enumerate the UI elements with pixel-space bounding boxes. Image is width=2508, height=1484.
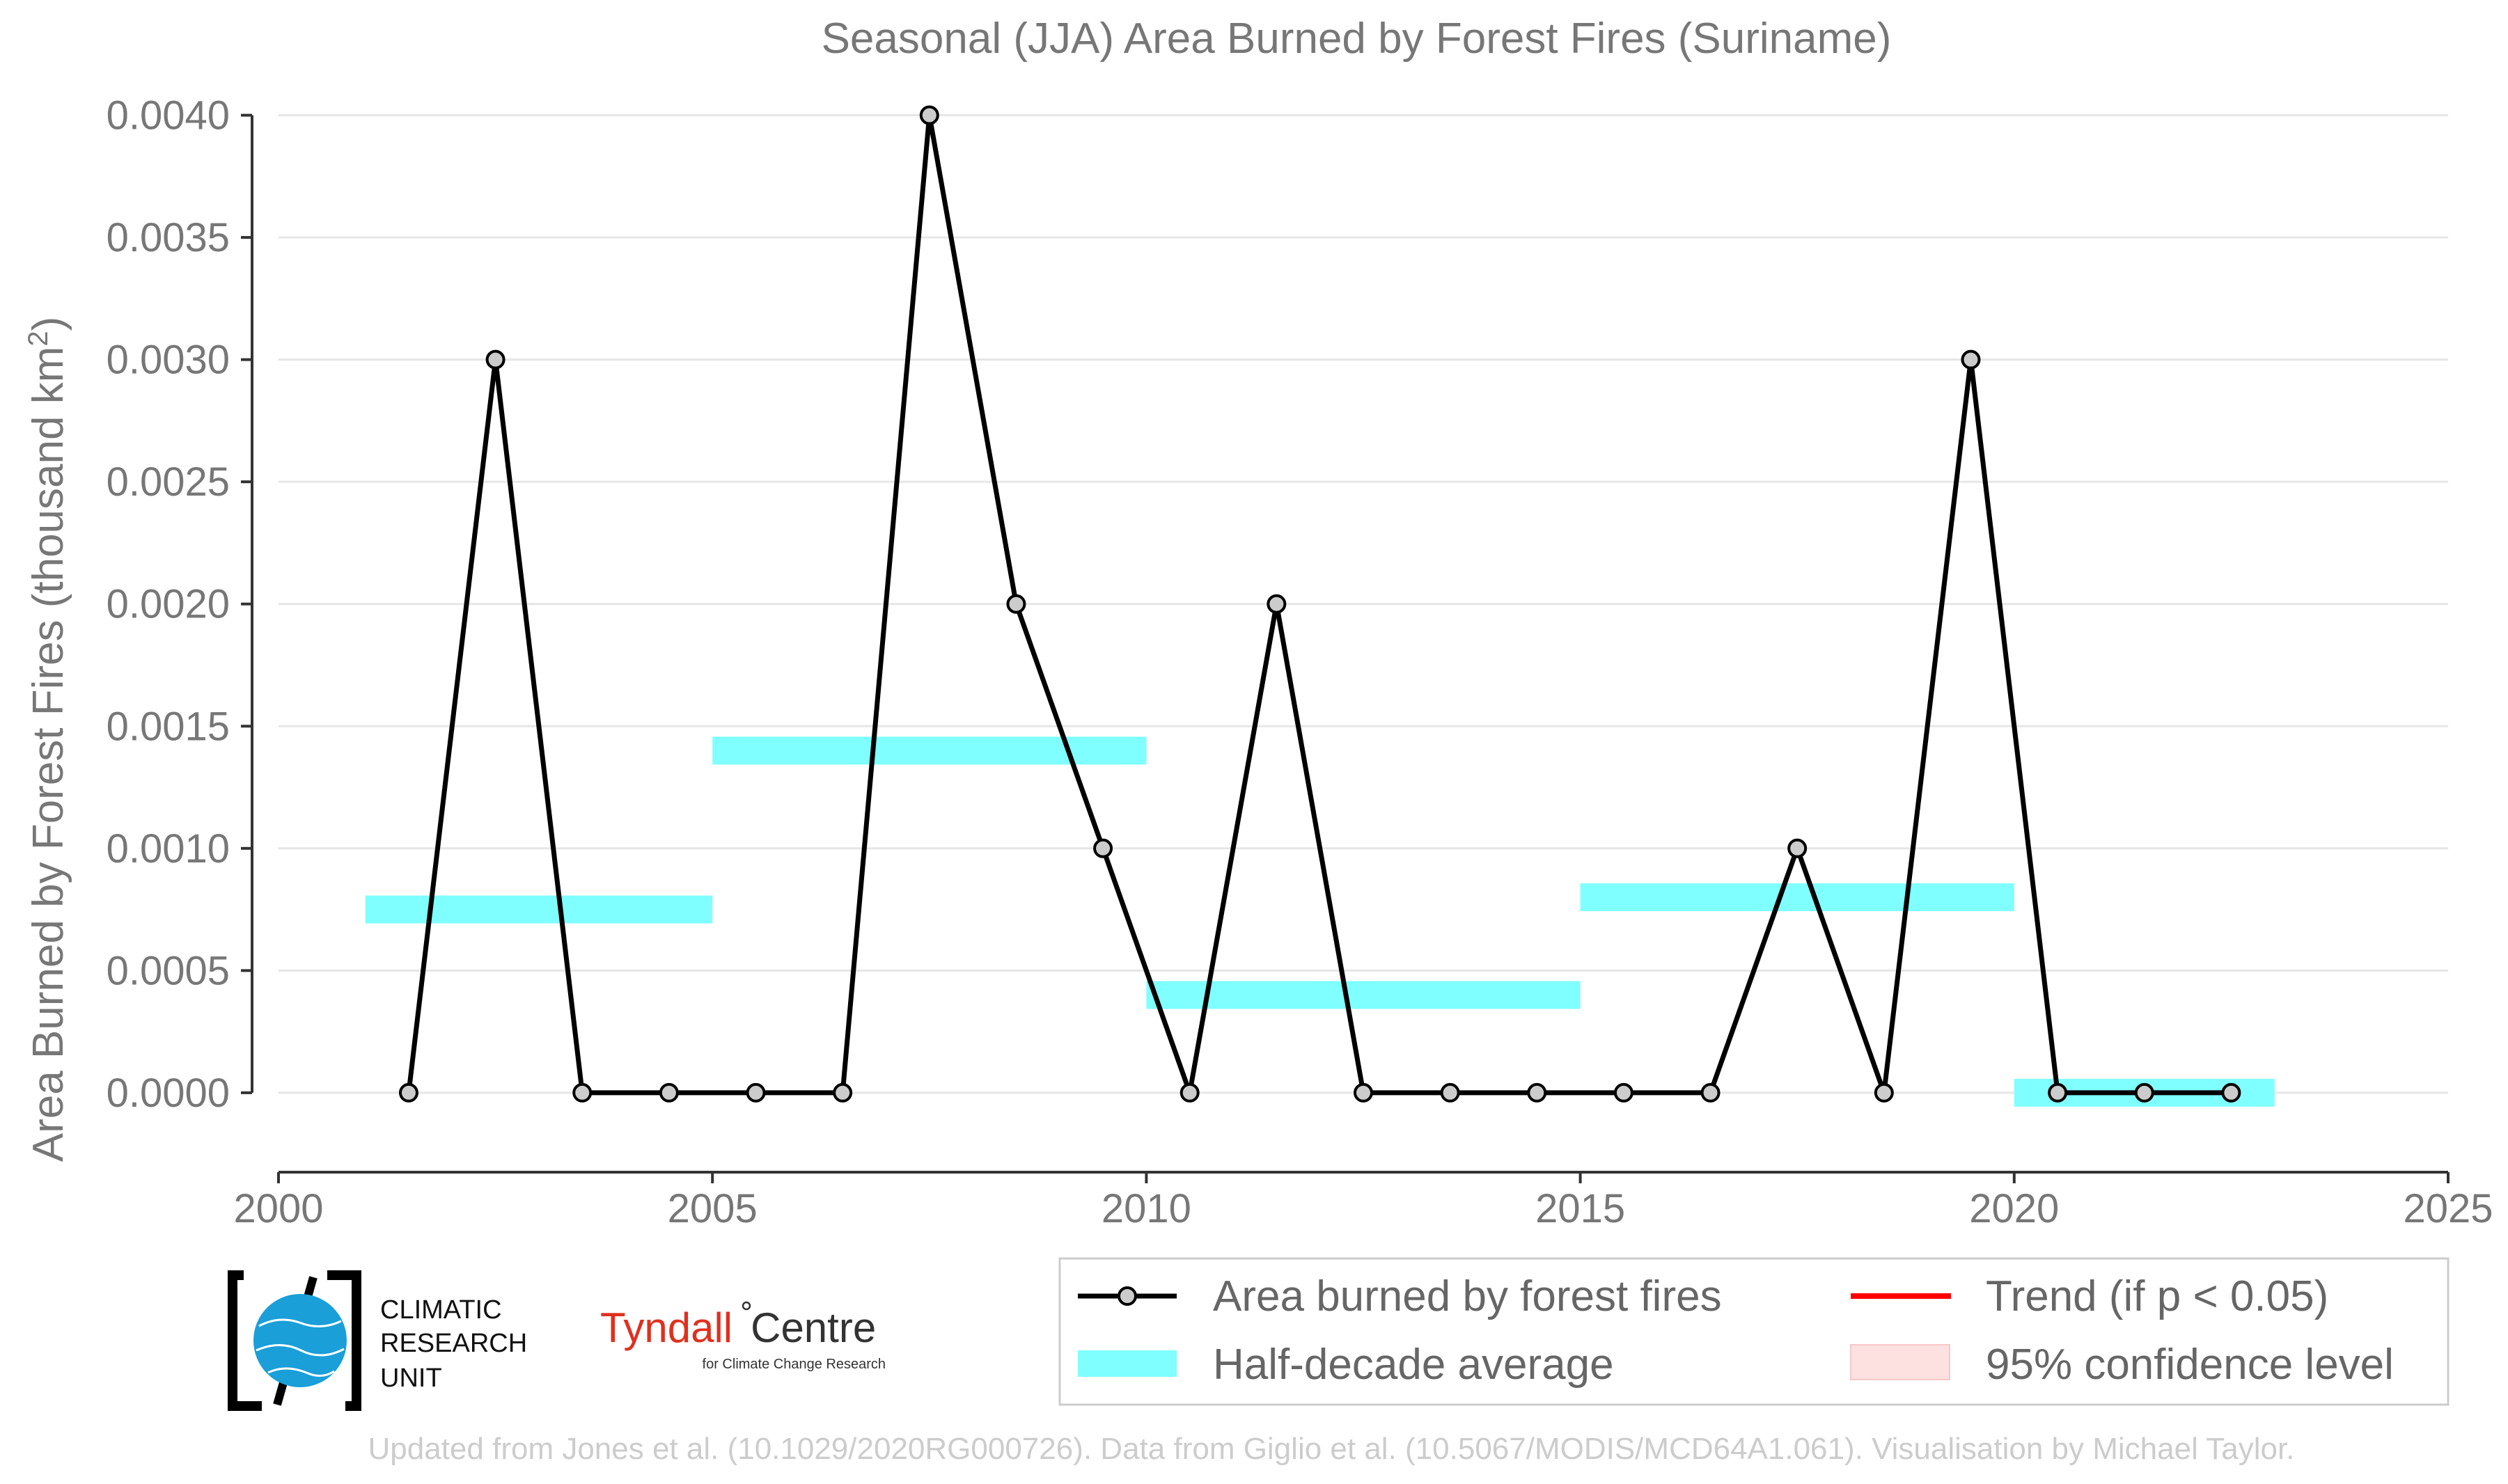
data-point: [1440, 1082, 1460, 1103]
x-tick-label: 2010: [1102, 1186, 1191, 1231]
gridlines: [279, 114, 2448, 1094]
data-point: [1787, 838, 1808, 858]
y-tick-label: 0.0020: [107, 582, 230, 627]
y-tick-label: 0.0015: [107, 704, 230, 749]
data-point: [1354, 1082, 1373, 1103]
tyndall-degree-mark: [742, 1301, 751, 1311]
x-tick-label: 2000: [233, 1186, 323, 1231]
half-decade-average-bands: [365, 736, 2275, 1107]
data-point: [833, 1082, 853, 1103]
half-decade-average-band: [365, 895, 713, 924]
y-axis-label: Area Burned by Forest Fires (thousand km…: [23, 317, 72, 1162]
tyndall-wordmark: Tyndall Centre: [600, 1304, 876, 1351]
y-tick-label: 0.0035: [107, 215, 230, 260]
y-tick-label: 0.0025: [107, 459, 230, 505]
x-tick-label: 2015: [1535, 1186, 1625, 1231]
data-point: [572, 1082, 593, 1103]
data-point: [1006, 594, 1026, 614]
series-line-area-burned: [406, 113, 2232, 1096]
credit-text: Updated from Jones et al. (10.1029/2020R…: [368, 1432, 2295, 1466]
globe-contour-2: [256, 1344, 345, 1357]
globe-contour-3: [267, 1367, 335, 1377]
legend-label-trend: Trend (if p < 0.05): [1986, 1272, 2328, 1320]
y-axis-label-main: Area Burned by Forest Fires (thousand km: [24, 347, 72, 1162]
data-point: [2221, 1082, 2241, 1103]
data-point: [1700, 1082, 1721, 1103]
cru-text-line-3: UNIT: [380, 1364, 442, 1393]
data-point: [1527, 1082, 1547, 1103]
data-point: [1267, 594, 1287, 614]
legend-confidence-swatch: [1850, 1344, 1950, 1380]
cru-logo: CLIMATIC RESEARCH UNIT: [228, 1270, 527, 1411]
legend-label-area-burned: Area burned by forest fires: [1213, 1272, 1722, 1320]
legend-marker-swatch: [1118, 1286, 1137, 1306]
axes: 0.0000 0.0005 0.0010 0.0015 0.0020 0.0025 0.00…: [107, 93, 2493, 1231]
y-axis-label-close: ): [24, 317, 72, 331]
tyndall-subtitle: for Climate Change Research: [703, 1357, 886, 1372]
globe-icon: [253, 1294, 347, 1387]
legend-label-half-decade: Half-decade average: [1213, 1341, 1614, 1389]
data-point: [2134, 1082, 2154, 1103]
data-point: [746, 1082, 766, 1103]
half-decade-average-band: [712, 736, 1147, 765]
data-point: [659, 1082, 679, 1103]
cru-text-line-1: CLIMATIC: [380, 1295, 502, 1325]
data-series: [398, 105, 2241, 1103]
data-point: [1874, 1082, 1894, 1103]
legend-label-confidence: 95% confidence level: [1986, 1341, 2394, 1389]
tyndall-centre-word: Centre: [751, 1304, 876, 1351]
half-decade-average-band: [1580, 883, 2014, 912]
cru-text-line-2: RESEARCH: [380, 1329, 527, 1358]
x-tick-label: 2025: [2403, 1186, 2493, 1231]
data-point: [485, 349, 505, 370]
chart-title: Seasonal (JJA) Area Burned by Forest Fir…: [822, 15, 1892, 63]
half-decade-average-band: [1146, 981, 1581, 1009]
y-tick-label: 0.0005: [107, 948, 230, 993]
tyndall-logo: Tyndall Centre for Climate Change Researc…: [600, 1301, 886, 1372]
legend-box: [1058, 1257, 2450, 1406]
globe-contour-1: [258, 1318, 342, 1327]
data-point: [1093, 838, 1113, 858]
legend-half-decade-swatch: [1078, 1350, 1177, 1377]
data-point: [2048, 1082, 2068, 1103]
tyndall-word: Tyndall: [600, 1304, 732, 1351]
y-axis-label-superscript: 2: [23, 331, 54, 346]
legend: Area burned by forest fires Trend (if p …: [1058, 1257, 2450, 1406]
x-tick-label: 2020: [1969, 1186, 2059, 1231]
y-tick-label: 0.0030: [107, 338, 230, 383]
y-tick-label: 0.0010: [107, 826, 230, 871]
data-point: [1613, 1082, 1633, 1103]
data-point: [398, 1082, 418, 1103]
y-tick-label: 0.0000: [107, 1071, 230, 1116]
y-tick-label: 0.0040: [107, 93, 230, 139]
cru-bracket-frame: [228, 1270, 361, 1411]
x-tick-label: 2005: [668, 1186, 758, 1231]
data-point: [1961, 349, 1981, 370]
data-point: [919, 105, 939, 125]
data-point: [1179, 1082, 1200, 1103]
